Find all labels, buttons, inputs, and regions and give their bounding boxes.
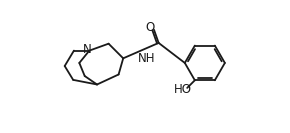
Text: HO: HO	[174, 83, 192, 96]
Text: O: O	[146, 21, 155, 34]
Text: N: N	[83, 43, 91, 56]
Text: NH: NH	[137, 52, 155, 65]
